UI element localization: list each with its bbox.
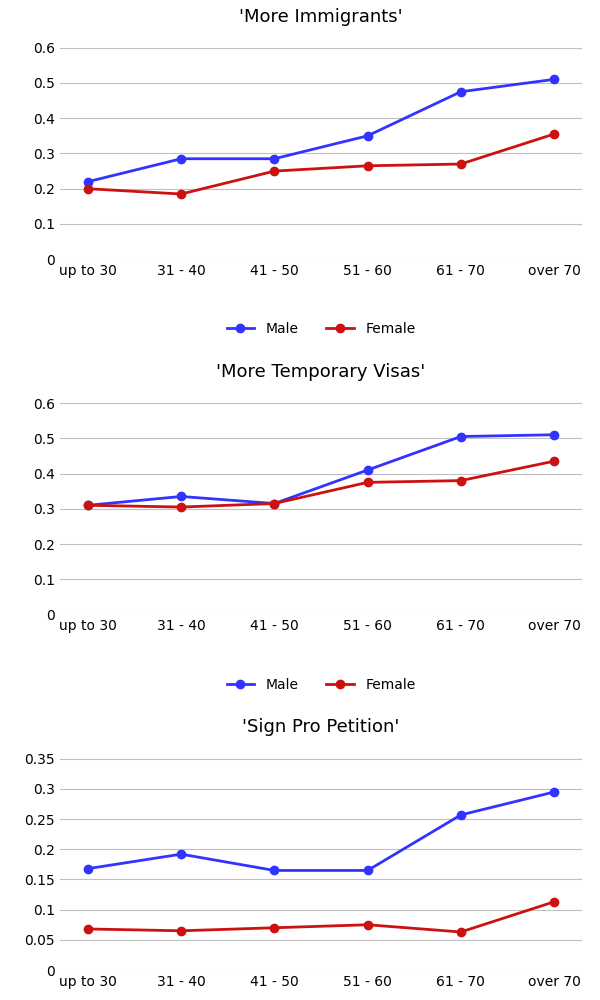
Male xyxy=(271,153,278,165)
Line: Male: Male xyxy=(84,431,558,509)
Female xyxy=(271,165,278,177)
Male xyxy=(178,848,185,860)
Line: Male: Male xyxy=(84,788,558,875)
Male xyxy=(550,429,557,441)
Female xyxy=(364,919,371,931)
Female xyxy=(457,158,464,170)
Male xyxy=(457,809,464,821)
Male xyxy=(271,498,278,510)
Legend: Male, Female: Male, Female xyxy=(221,317,421,342)
Male xyxy=(178,153,185,165)
Title: 'More Temporary Visas': 'More Temporary Visas' xyxy=(217,363,425,381)
Male xyxy=(85,176,92,188)
Female xyxy=(271,498,278,510)
Male xyxy=(364,130,371,142)
Female xyxy=(364,476,371,488)
Female xyxy=(271,922,278,934)
Female xyxy=(457,926,464,938)
Female xyxy=(457,475,464,487)
Male xyxy=(271,864,278,876)
Legend: Male, Female: Male, Female xyxy=(221,672,421,697)
Female xyxy=(550,128,557,140)
Female xyxy=(550,896,557,908)
Male xyxy=(457,86,464,98)
Male xyxy=(364,464,371,476)
Line: Female: Female xyxy=(84,457,558,511)
Title: 'Sign Pro Petition': 'Sign Pro Petition' xyxy=(242,718,400,736)
Female xyxy=(178,925,185,937)
Female xyxy=(85,923,92,935)
Male xyxy=(550,73,557,85)
Male xyxy=(550,786,557,798)
Female xyxy=(178,188,185,200)
Female xyxy=(364,160,371,172)
Title: 'More Immigrants': 'More Immigrants' xyxy=(239,8,403,26)
Female xyxy=(85,499,92,511)
Line: Male: Male xyxy=(84,75,558,186)
Line: Female: Female xyxy=(84,130,558,198)
Female xyxy=(550,455,557,467)
Male xyxy=(178,490,185,502)
Male xyxy=(364,864,371,876)
Male xyxy=(85,863,92,875)
Female xyxy=(178,501,185,513)
Line: Female: Female xyxy=(84,898,558,936)
Male xyxy=(457,431,464,443)
Female xyxy=(85,183,92,195)
Male xyxy=(85,499,92,511)
